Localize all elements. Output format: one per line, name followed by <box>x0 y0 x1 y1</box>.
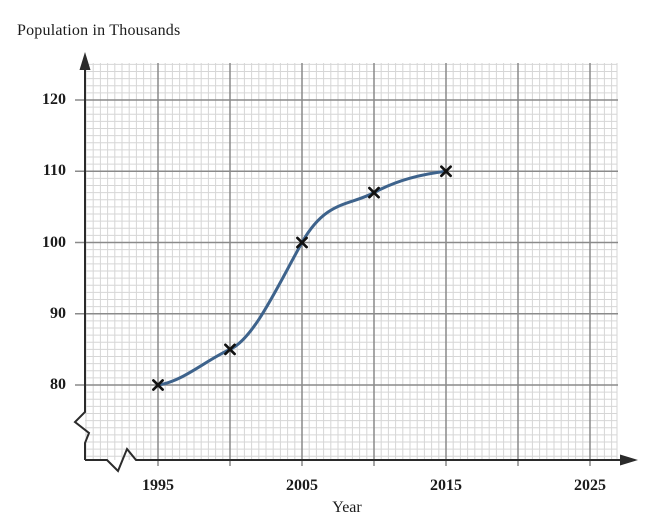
x-axis <box>85 447 627 473</box>
x-tick-label: 2025 <box>574 477 606 494</box>
x-axis-arrow-icon <box>620 454 638 466</box>
minor-grid <box>85 63 618 460</box>
y-axis <box>73 68 91 460</box>
y-tick-label: 100 <box>42 233 66 251</box>
x-axis-label: Year <box>332 499 362 516</box>
x-tick-label: 2015 <box>430 477 462 494</box>
y-axis-arrow-icon <box>79 52 91 70</box>
major-grid <box>75 63 618 466</box>
y-tick-label: 120 <box>42 91 66 108</box>
y-tick-label: 80 <box>50 376 66 393</box>
data-point-x-marker-icon <box>296 236 308 249</box>
chart-title: Population in Thousands <box>17 22 181 39</box>
x-tick-label: 1995 <box>142 477 174 494</box>
y-tick-label: 90 <box>50 304 66 322</box>
data-point-x-marker-icon <box>440 165 452 178</box>
y-tick-label: 110 <box>42 162 66 180</box>
data-point-x-marker-icon <box>368 186 380 199</box>
data-point-x-marker-icon <box>152 379 164 391</box>
x-tick-label: 2005 <box>286 477 318 494</box>
data-point-markers <box>152 165 452 391</box>
axes <box>73 52 638 473</box>
data-point-x-marker-icon <box>224 343 236 356</box>
